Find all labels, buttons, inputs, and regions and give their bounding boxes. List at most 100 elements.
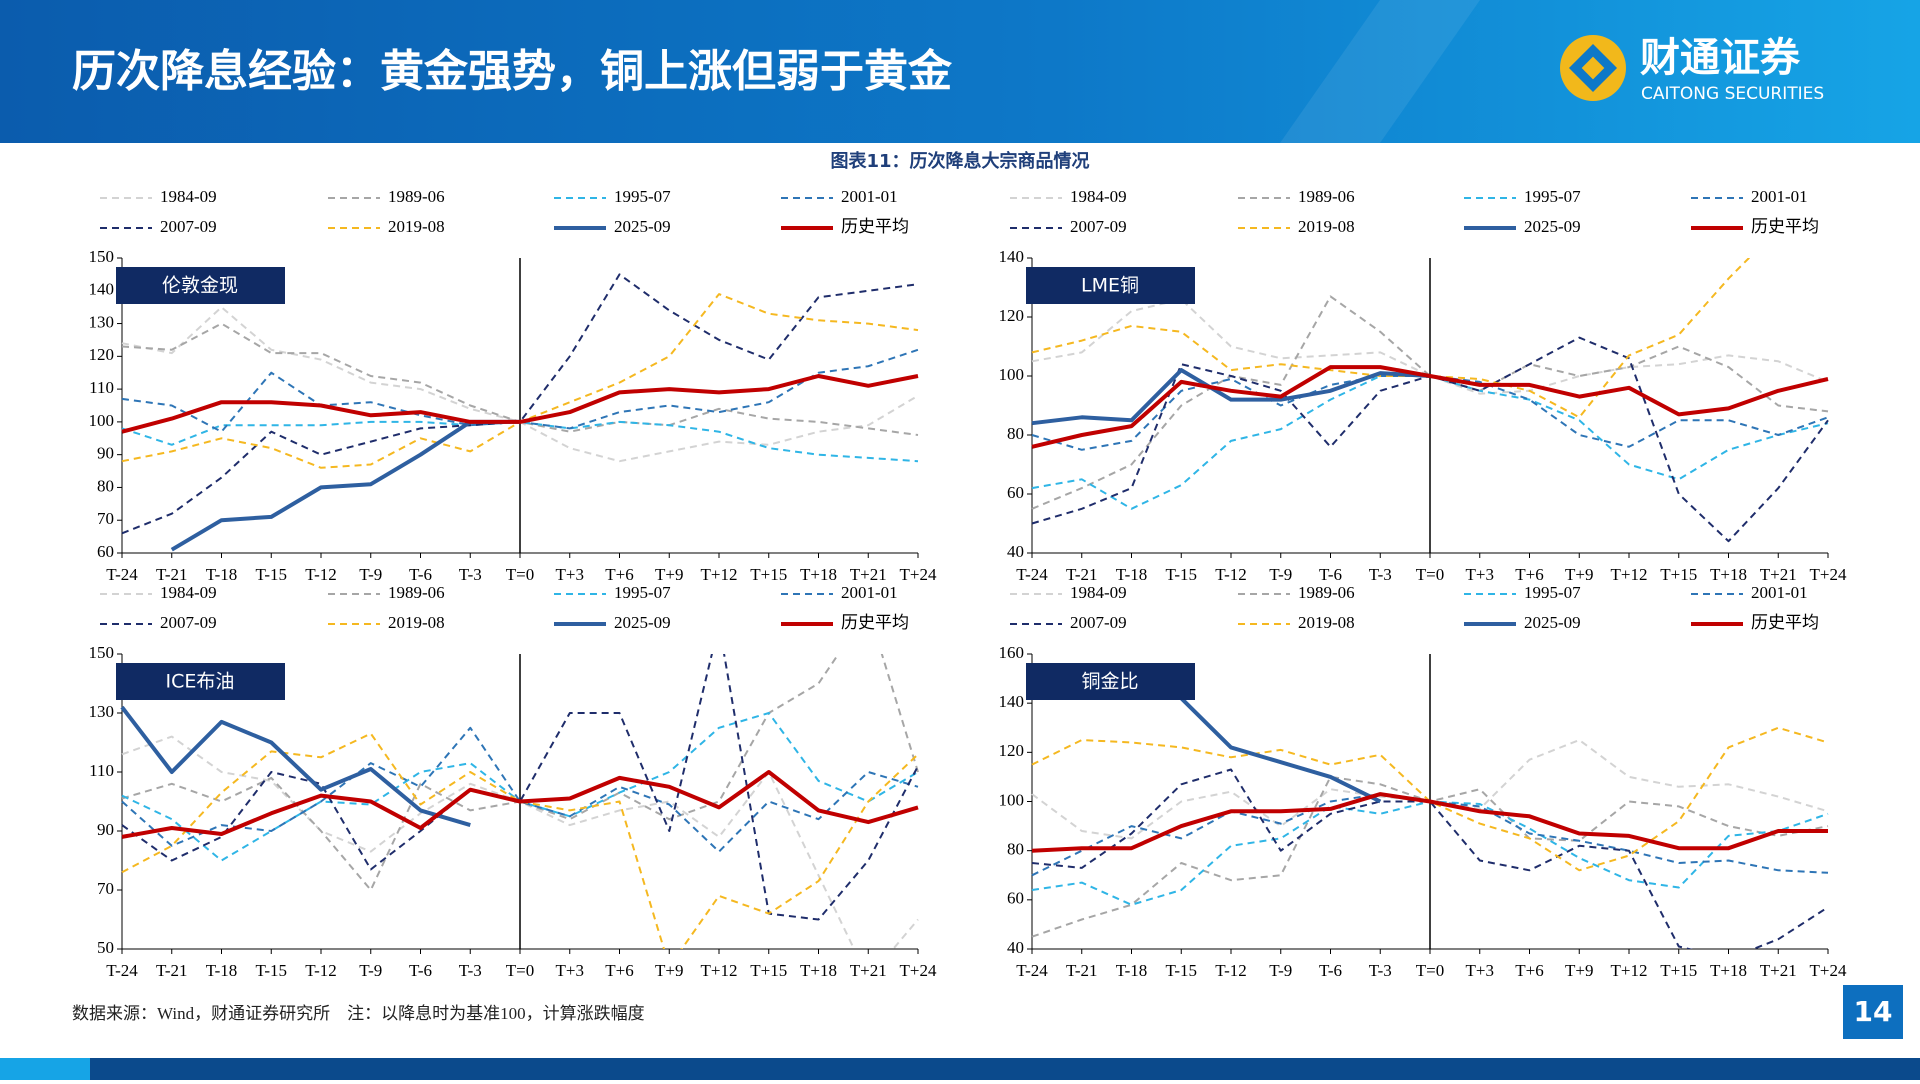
x-tick-label: T+12	[701, 565, 738, 584]
series-line	[121, 654, 919, 921]
x-tick-label: T+15	[1660, 565, 1697, 584]
chart-title-box	[1026, 267, 1195, 304]
legend-label: 2007-09	[1070, 217, 1127, 236]
lines	[120, 654, 919, 949]
y-tick-label: 120	[89, 345, 115, 364]
legend-label: 2025-09	[1524, 613, 1581, 632]
x-tick-label: T-24	[106, 565, 138, 584]
chart-title: ICE布油	[166, 671, 235, 693]
x-tick-label: T+3	[556, 565, 584, 584]
lines	[121, 273, 919, 552]
x-tick-label: T+3	[556, 961, 584, 980]
x-tick-label: T+15	[750, 565, 787, 584]
legend-label: 2001-01	[1751, 187, 1808, 206]
y-tick-label: 110	[89, 761, 114, 780]
x-tick-label: T-3	[1369, 961, 1392, 980]
x-tick-label: T-15	[256, 565, 288, 584]
x-tick-label: T+18	[800, 961, 837, 980]
legend-label: 历史平均	[1751, 613, 1819, 632]
chart-title-box	[1026, 663, 1195, 700]
legend-label: 2001-01	[841, 187, 898, 206]
x-tick-label: T-9	[1269, 565, 1292, 584]
y-tick-label: 100	[999, 790, 1025, 809]
x-tick-label: T+6	[605, 961, 633, 980]
page-number-box	[1843, 985, 1903, 1039]
x-tick-label: T+6	[605, 565, 633, 584]
x-tick-label: T+21	[1760, 961, 1797, 980]
legend-label: 1995-07	[1524, 583, 1581, 602]
x-tick-label: T-18	[206, 961, 238, 980]
x-tick-label: T+12	[701, 961, 738, 980]
x-tick-label: T+18	[1710, 961, 1747, 980]
series-line	[1031, 295, 1829, 510]
y-tick-label: 120	[999, 306, 1025, 325]
x-tick-label: T+18	[800, 565, 837, 584]
x-tick-label: T+24	[900, 565, 937, 584]
x-tick-label: T=0	[1416, 961, 1444, 980]
x-tick-label: T-12	[1215, 961, 1247, 980]
legend-label: 1995-07	[1524, 187, 1581, 206]
x-tick-label: T+21	[850, 565, 887, 584]
x-tick-label: T-6	[1319, 961, 1342, 980]
y-tick-label: 130	[89, 702, 115, 721]
y-tick-label: 40	[1007, 938, 1024, 957]
x-tick-label: T-9	[359, 961, 382, 980]
series-line	[1031, 368, 1431, 426]
legend-label: 历史平均	[841, 613, 909, 632]
x-tick-label: T-12	[305, 565, 337, 584]
x-tick-label: T+18	[1710, 565, 1747, 584]
x-tick-label: T+24	[900, 961, 937, 980]
x-tick-label: T=0	[1416, 565, 1444, 584]
legend-label: 2007-09	[1070, 613, 1127, 632]
x-tick-label: T+9	[655, 565, 683, 584]
x-tick-label: T+24	[1810, 961, 1847, 980]
y-tick-label: 90	[97, 820, 114, 839]
x-tick-label: T-12	[1215, 565, 1247, 584]
logo-cn: 财通证券	[1640, 35, 1801, 81]
legend-label: 2025-09	[614, 613, 671, 632]
x-tick-label: T-15	[1166, 961, 1198, 980]
y-tick-label: 80	[1007, 424, 1024, 443]
y-tick-label: 100	[999, 365, 1025, 384]
x-tick-label: T+9	[1565, 961, 1593, 980]
source-note: 数据来源：Wind，财通证券研究所 注：以降息时为基准100，计算涨跌幅度	[72, 1004, 645, 1023]
y-tick-label: 60	[1007, 889, 1024, 908]
legend-label: 2019-08	[388, 217, 445, 236]
y-tick-label: 60	[97, 542, 114, 561]
series-line	[121, 374, 919, 434]
x-tick-label: T-12	[305, 961, 337, 980]
x-tick-label: T-9	[1269, 961, 1292, 980]
legend-label: 1995-07	[614, 583, 671, 602]
x-tick-label: T-21	[156, 961, 188, 980]
y-tick-label: 160	[999, 643, 1025, 662]
legend-label: 2019-08	[388, 613, 445, 632]
y-tick-label: 80	[1007, 840, 1024, 859]
y-tick-label: 70	[97, 509, 114, 528]
logo-en: CAITONG SECURITIES	[1641, 84, 1824, 104]
logo: 财通证券 CAITONG SECURITIES	[1560, 35, 1824, 104]
series-line	[170, 419, 520, 552]
chart-title-box	[116, 267, 285, 304]
x-tick-label: T+6	[1515, 961, 1543, 980]
legend-label: 2019-08	[1298, 613, 1355, 632]
legend-label: 历史平均	[1751, 217, 1819, 236]
y-tick-label: 130	[89, 312, 115, 331]
chart: 40 60 80 100 120 140 T-24 T-21 T-18 T-15 T-12 T-9 T-…	[999, 187, 1847, 584]
x-tick-label: T-21	[1066, 565, 1098, 584]
legend-label: 1984-09	[160, 583, 217, 602]
x-tick-label: T-24	[106, 961, 138, 980]
y-tick-label: 110	[89, 378, 114, 397]
y-tick-label: 40	[1007, 542, 1024, 561]
x-tick-label: T-15	[256, 961, 288, 980]
footer-bar	[0, 1058, 1920, 1080]
legend-label: 1984-09	[1070, 187, 1127, 206]
chart-title: 伦敦金现	[162, 275, 238, 297]
y-tick-label: 140	[89, 280, 115, 299]
figure-title: 图表11：历次降息大宗商品情况	[830, 150, 1089, 172]
legend-label: 历史平均	[841, 217, 909, 236]
x-tick-label: T-18	[206, 565, 238, 584]
legend-label: 1989-06	[388, 583, 445, 602]
x-tick-label: T-21	[156, 565, 188, 584]
x-tick-label: T-21	[1066, 961, 1098, 980]
series-line	[121, 770, 919, 839]
